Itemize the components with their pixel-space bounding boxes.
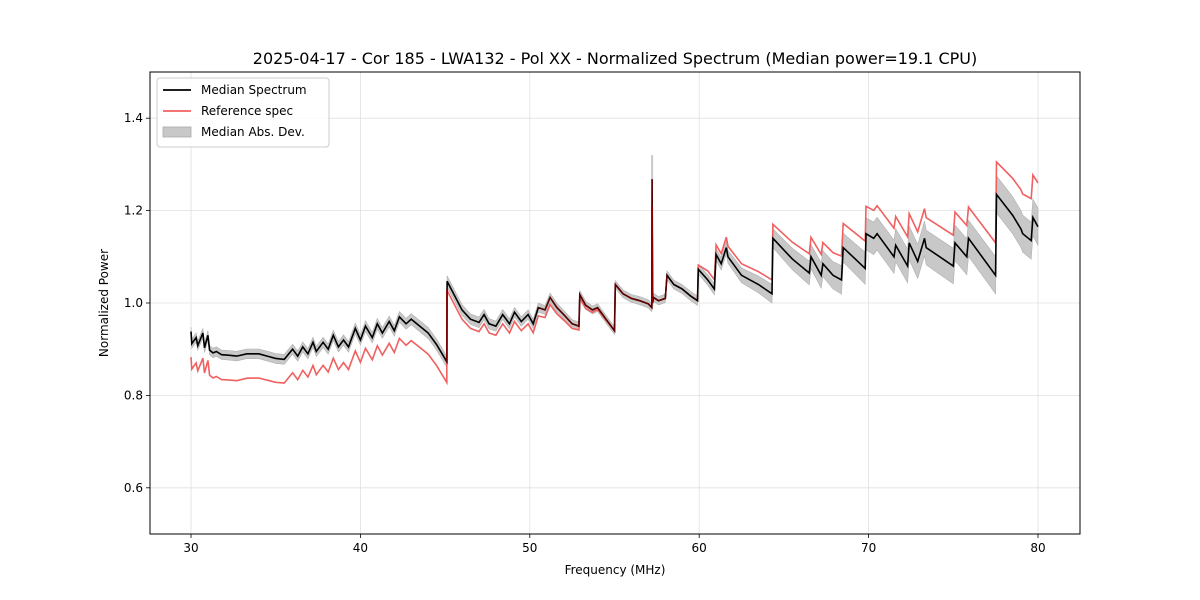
x-axis: 30 40 50 60 70 80 [183,534,1046,555]
x-tick-label: 50 [522,541,537,555]
legend-label-reference: Reference spec [201,104,293,118]
y-tick-label: 0.6 [124,481,143,495]
y-tick-label: 1.2 [124,204,143,218]
x-axis-label: Frequency (MHz) [565,563,666,577]
x-tick-label: 60 [692,541,707,555]
y-axis-label: Normalized Power [97,249,111,357]
legend-swatch-mad [162,126,192,138]
x-tick-label: 80 [1030,541,1045,555]
legend-box [156,77,330,148]
legend-label-mad: Median Abs. Dev. [201,125,305,139]
y-tick-label: 1.4 [124,111,143,125]
chart-title: 2025-04-17 - Cor 185 - LWA132 - Pol XX -… [253,49,977,68]
y-tick-label: 0.8 [124,388,143,402]
x-tick-label: 40 [353,541,368,555]
y-tick-label: 1.0 [124,296,143,310]
x-tick-label: 30 [183,541,198,555]
reference-spec-line [190,159,1039,386]
plot-area [190,155,1039,386]
mad-band [190,175,1039,369]
x-tick-label: 70 [861,541,876,555]
legend: Median Spectrum Reference spec Median Ab… [156,77,330,148]
legend-label-median: Median Spectrum [201,83,307,97]
y-axis: 0.6 0.8 1.0 1.2 1.4 [124,111,150,495]
